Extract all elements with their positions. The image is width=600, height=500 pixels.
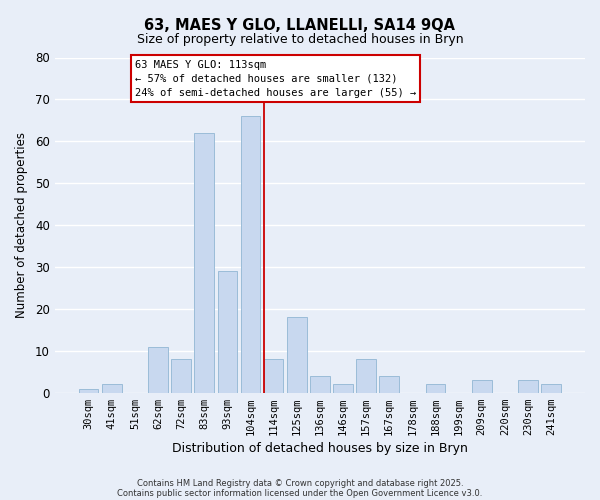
Text: Size of property relative to detached houses in Bryn: Size of property relative to detached ho… — [137, 32, 463, 46]
Bar — [425, 384, 445, 392]
Text: 63, MAES Y GLO, LLANELLI, SA14 9QA: 63, MAES Y GLO, LLANELLI, SA14 9QA — [145, 18, 455, 32]
Bar — [472, 380, 491, 392]
Bar — [333, 384, 353, 392]
Bar — [79, 388, 98, 392]
Bar — [356, 359, 376, 392]
Bar — [310, 376, 329, 392]
Bar — [102, 384, 122, 392]
Bar — [241, 116, 260, 392]
Bar — [148, 346, 168, 393]
Bar — [194, 133, 214, 392]
Bar — [287, 318, 307, 392]
Bar — [218, 271, 237, 392]
Bar — [264, 359, 283, 392]
X-axis label: Distribution of detached houses by size in Bryn: Distribution of detached houses by size … — [172, 442, 468, 455]
Text: Contains public sector information licensed under the Open Government Licence v3: Contains public sector information licen… — [118, 488, 482, 498]
Bar — [541, 384, 561, 392]
Text: 63 MAES Y GLO: 113sqm
← 57% of detached houses are smaller (132)
24% of semi-det: 63 MAES Y GLO: 113sqm ← 57% of detached … — [135, 60, 416, 98]
Y-axis label: Number of detached properties: Number of detached properties — [15, 132, 28, 318]
Bar — [518, 380, 538, 392]
Text: Contains HM Land Registry data © Crown copyright and database right 2025.: Contains HM Land Registry data © Crown c… — [137, 478, 463, 488]
Bar — [379, 376, 399, 392]
Bar — [171, 359, 191, 392]
